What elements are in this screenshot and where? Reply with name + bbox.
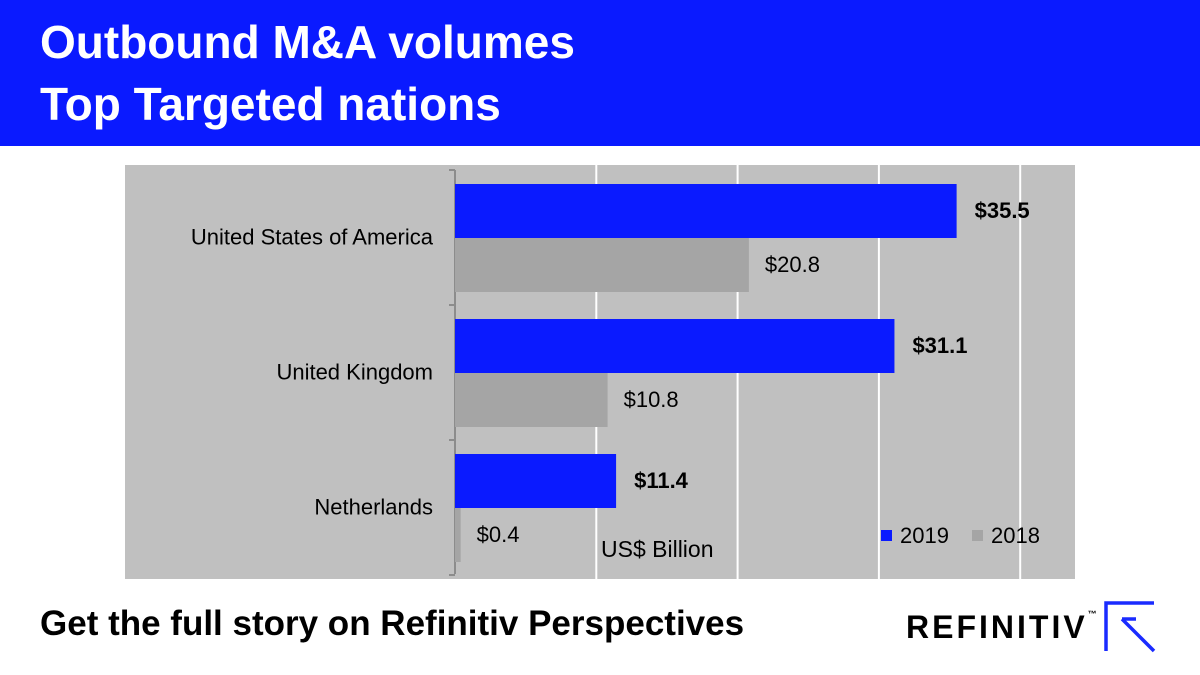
chart-container: United States of America $35.5 $20.8 United… xyxy=(125,165,1075,579)
data-label-2019: $11.4 xyxy=(634,468,689,493)
bar-2019 xyxy=(455,184,957,238)
category-label: Netherlands xyxy=(314,495,433,520)
category-label: United Kingdom xyxy=(276,360,433,385)
bar-2018 xyxy=(455,508,461,562)
bar-2018 xyxy=(455,373,608,427)
data-label-2018: $20.8 xyxy=(765,252,820,277)
legend-label-2019: 2019 xyxy=(900,523,949,548)
data-label-2018: $10.8 xyxy=(624,387,679,412)
legend-label-2018: 2018 xyxy=(991,523,1040,548)
data-label-2019: $35.5 xyxy=(975,198,1030,223)
legend-swatch-2019 xyxy=(881,530,892,541)
bar-2019 xyxy=(455,319,895,373)
page-title-line-2: Top Targeted nations xyxy=(40,78,501,130)
refinitiv-logo-icon xyxy=(1104,601,1156,653)
brand-name: REFINITIV xyxy=(906,609,1088,645)
header-banner: Outbound M&A volumes Top Targeted nation… xyxy=(0,0,1200,146)
page-title-line-1: Outbound M&A volumes xyxy=(40,16,575,68)
brand-trademark: ™ xyxy=(1087,609,1097,619)
bar-2019 xyxy=(455,454,617,508)
legend-swatch-2018 xyxy=(972,530,983,541)
footer-cta[interactable]: Get the full story on Refinitiv Perspect… xyxy=(40,604,745,643)
data-label-2018: $0.4 xyxy=(477,522,520,547)
bar-chart: United States of America $35.5 $20.8 United… xyxy=(125,165,1075,579)
unit-label: US$ Billion xyxy=(601,536,714,562)
category-label: United States of America xyxy=(191,225,434,250)
brand-wordmark: REFINITIV™ xyxy=(906,609,1097,646)
data-label-2019: $31.1 xyxy=(912,333,967,358)
bar-2018 xyxy=(455,238,749,292)
